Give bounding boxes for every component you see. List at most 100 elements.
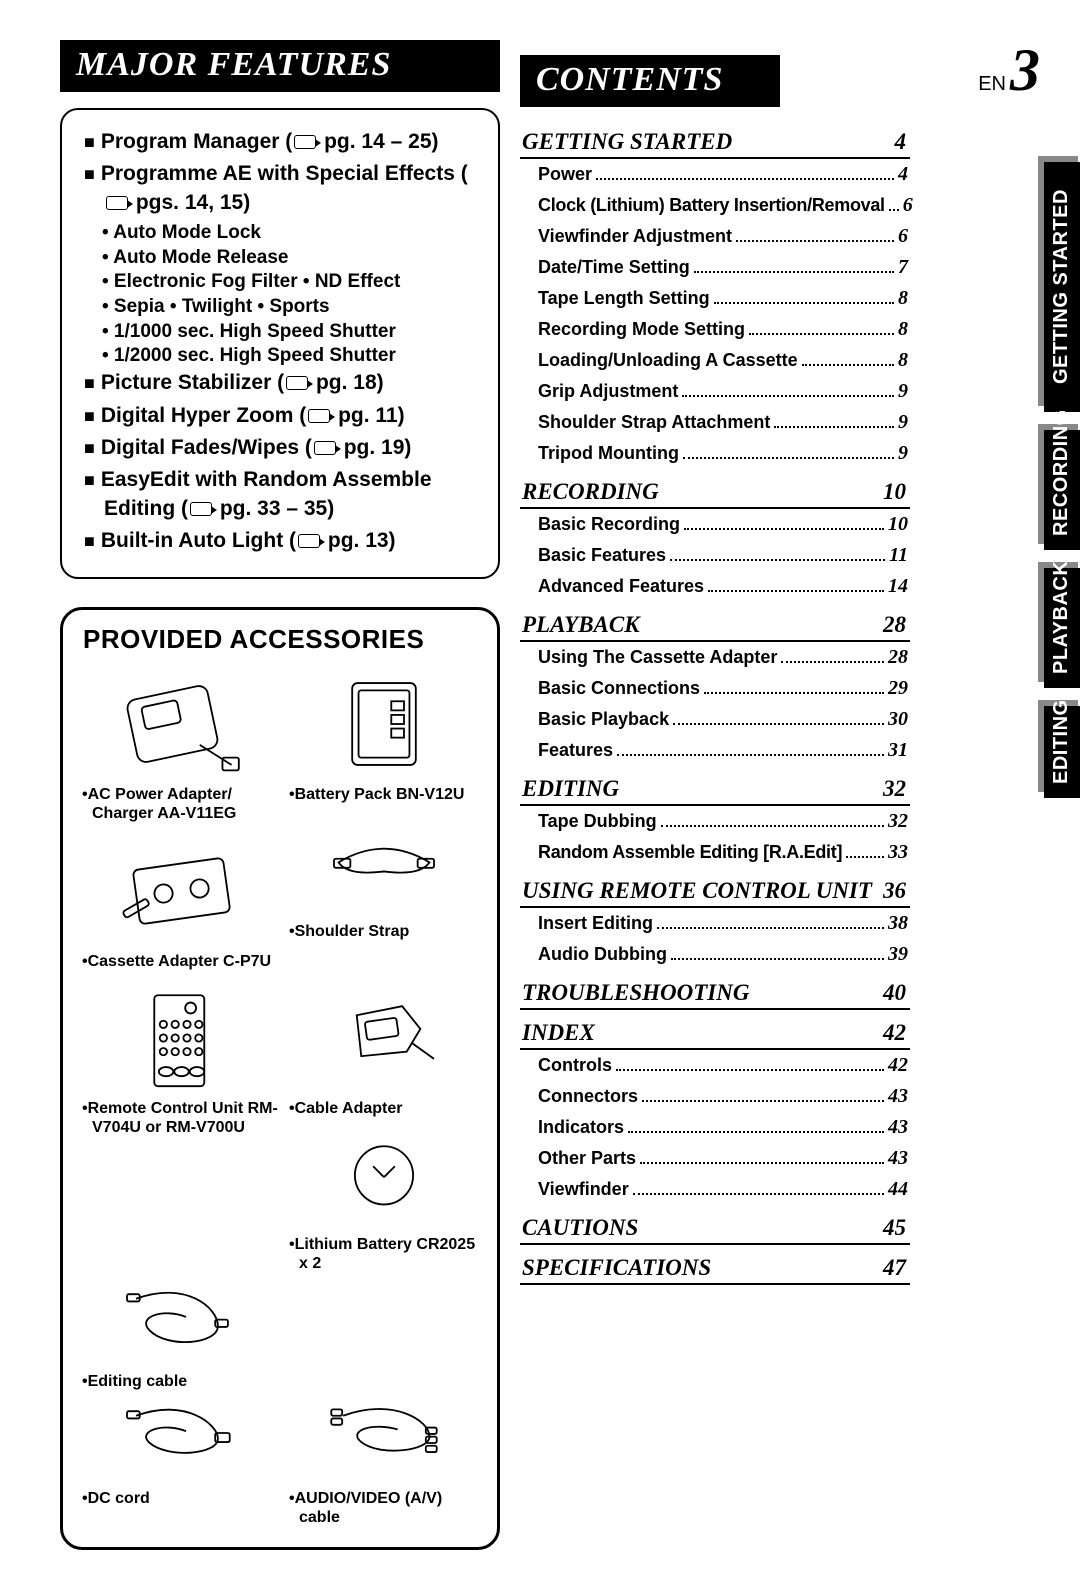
accessory-item: •Cassette Adapter C-P7U <box>79 836 274 971</box>
toc-line-title: Audio Dubbing <box>538 942 667 966</box>
accessory-label: •AUDIO/VIDEO (A/V) cable <box>291 1489 486 1527</box>
toc-line-page: 31 <box>888 737 908 764</box>
toc-line: Shoulder Strap Attachment 9 <box>520 407 910 438</box>
toc-line: Viewfinder 44 <box>520 1174 910 1205</box>
toc-line-title: Clock (Lithium) Battery Insertion/Remova… <box>538 193 885 217</box>
toc-line: Tape Dubbing32 <box>520 806 910 837</box>
toc-dots <box>749 333 894 335</box>
toc-line-page: 43 <box>888 1114 908 1141</box>
toc-line-page: 14 <box>888 573 908 600</box>
toc-line-page: 42 <box>888 1052 908 1079</box>
page-ref-icon <box>294 135 316 149</box>
toc-line-title: Recording Mode Setting <box>538 317 745 341</box>
feature-item: ■Picture Stabilizer ( pg. 18) <box>84 369 478 397</box>
side-tab: EDITING <box>1044 706 1080 798</box>
toc-line-page: 8 <box>898 347 908 374</box>
accessories-grid: •AC Power Adapter/ Charger AA-V11EG•Batt… <box>79 669 481 1527</box>
toc-line: Advanced Features 14 <box>520 571 910 602</box>
toc-line: Power4 <box>520 159 910 190</box>
toc-line-title: Basic Connections <box>538 676 700 700</box>
page-ref-icon <box>314 441 336 455</box>
toc-section-page: 36 <box>883 878 906 904</box>
page-number-block: EN3 <box>978 40 1040 100</box>
toc-line: Tape Length Setting8 <box>520 283 910 314</box>
toc-line-title: Viewfinder <box>538 1177 629 1201</box>
toc-section: PLAYBACK28 <box>520 608 910 642</box>
toc-line-page: 9 <box>898 409 908 436</box>
toc-section-page: 45 <box>883 1215 906 1241</box>
feature-item: ■Built-in Auto Light ( pg. 13) <box>84 527 478 555</box>
side-tab: PLAYBACK <box>1044 568 1080 688</box>
toc-line: Clock (Lithium) Battery Insertion/Remova… <box>520 190 910 221</box>
toc-line-title: Shoulder Strap Attachment <box>538 410 770 434</box>
contents-header: CONTENTS <box>520 55 780 107</box>
toc-dots <box>617 754 884 756</box>
toc-line-page: 7 <box>898 254 908 281</box>
toc-section: RECORDING10 <box>520 475 910 509</box>
toc-line: Tripod Mounting9 <box>520 438 910 469</box>
toc-dots <box>781 661 884 663</box>
toc-dots <box>633 1193 884 1195</box>
toc-line-page: 6 <box>898 223 908 250</box>
page-number: 3 <box>1010 37 1040 103</box>
toc-line: Random Assemble Editing [R.A.Edit]33 <box>520 837 910 868</box>
toc-dots <box>671 958 884 960</box>
feature-item: ■Digital Hyper Zoom ( pg. 11) <box>84 402 478 430</box>
toc-section: EDITING32 <box>520 772 910 806</box>
toc-line-page: 44 <box>888 1176 908 1203</box>
toc-section-page: 10 <box>883 479 906 505</box>
remote-icon <box>107 983 247 1093</box>
toc-line: Using The Cassette Adapter28 <box>520 642 910 673</box>
toc-section: SPECIFICATIONS47 <box>520 1251 910 1285</box>
toc-line-page: 32 <box>888 808 908 835</box>
toc-line-title: Grip Adjustment <box>538 379 678 403</box>
toc-dots <box>673 723 884 725</box>
toc-section-page: 40 <box>883 980 906 1006</box>
toc-line-title: Basic Playback <box>538 707 669 731</box>
toc-line-title: Insert Editing <box>538 911 653 935</box>
accessory-item: •AUDIO/VIDEO (A/V) cable <box>286 1403 481 1527</box>
toc-dots <box>774 426 894 428</box>
accessory-label: •AC Power Adapter/ Charger AA-V11EG <box>84 785 279 823</box>
accessory-item: •Lithium Battery CR2025 x 2 <box>286 1149 481 1273</box>
cassette-icon <box>107 836 247 946</box>
toc-line-title: Advanced Features <box>538 574 704 598</box>
toc-dots <box>661 825 884 827</box>
toc-dots <box>704 692 884 694</box>
accessory-label: •Lithium Battery CR2025 x 2 <box>291 1235 486 1273</box>
feature-sub-item: • Sepia • Twilight • Sports <box>84 295 478 320</box>
toc-line-page: 9 <box>898 378 908 405</box>
toc-dots <box>708 590 884 592</box>
toc-line-title: Features <box>538 738 613 762</box>
toc-line-page: 43 <box>888 1145 908 1172</box>
toc-line: Other Parts 43 <box>520 1143 910 1174</box>
accessory-item: •Cable Adapter <box>286 983 481 1137</box>
toc-line-title: Basic Recording <box>538 512 680 536</box>
toc-section-title: EDITING <box>522 776 883 802</box>
toc-line: Audio Dubbing39 <box>520 939 910 970</box>
toc-line: Basic Playback30 <box>520 704 910 735</box>
feature-item: ■Programme AE with Special Effects ( pgs… <box>84 160 478 217</box>
toc-section-page: 42 <box>883 1020 906 1046</box>
toc-section: CAUTIONS45 <box>520 1211 910 1245</box>
toc-dots <box>683 457 894 459</box>
battery-icon <box>314 669 454 779</box>
toc-line-title: Tape Length Setting <box>538 286 710 310</box>
toc-section-title: USING REMOTE CONTROL UNIT <box>522 878 883 904</box>
toc-dots <box>670 559 885 561</box>
toc-dots <box>802 364 894 366</box>
toc-line-page: 11 <box>889 542 908 569</box>
accessory-label: •Battery Pack BN-V12U <box>291 785 486 804</box>
toc-line-title: Other Parts <box>538 1146 636 1170</box>
toc-dots <box>684 528 884 530</box>
page-lang: EN <box>978 73 1006 95</box>
toc-line-title: Connectors <box>538 1084 638 1108</box>
page-ref-icon <box>308 409 330 423</box>
toc-dots <box>616 1069 884 1071</box>
side-tabs: GETTING STARTEDRECORDINGPLAYBACKEDITING <box>1044 162 1080 798</box>
feature-sub-item: • Auto Mode Lock <box>84 221 478 246</box>
major-features-header: MAJOR FEATURES <box>60 40 500 92</box>
toc-section-title: CAUTIONS <box>522 1215 883 1241</box>
toc-line: Viewfinder Adjustment6 <box>520 221 910 252</box>
accessory-item: •Battery Pack BN-V12U <box>286 669 481 823</box>
